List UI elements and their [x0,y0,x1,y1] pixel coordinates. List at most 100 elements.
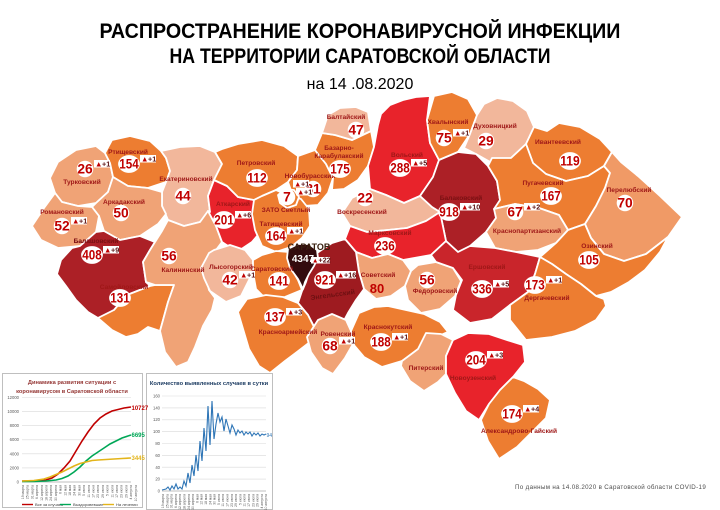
svg-text:+2: +2 [532,203,540,212]
svg-text:Аткарский: Аткарский [216,200,250,208]
svg-text:52: 52 [54,219,70,234]
svg-text:Федоровский: Федоровский [413,287,458,295]
svg-text:60: 60 [155,453,160,458]
svg-text:Количество выявленных случаев: Количество выявленных случаев в сутки [150,381,269,387]
svg-text:3445: 3445 [132,456,146,462]
svg-text:5 июня: 5 июня [217,494,221,505]
svg-text:24 апреля: 24 апреля [49,485,53,501]
svg-text:31 марта: 31 марта [30,485,34,499]
svg-text:18 мая: 18 мая [68,485,72,496]
svg-text:17 июня: 17 июня [226,494,230,507]
svg-text:30 мая: 30 мая [77,485,81,496]
svg-text:288: 288 [390,161,410,176]
svg-text:23 июня: 23 июня [96,485,100,498]
svg-text:921: 921 [315,273,335,288]
svg-text:10 августа: 10 августа [134,485,138,502]
svg-text:+1: +1 [347,337,355,346]
svg-text:29 июля: 29 июля [256,494,260,507]
svg-text:17 июля: 17 июля [247,494,251,507]
svg-text:Хвалынский: Хвалынский [428,118,469,126]
svg-text:Ровенский: Ровенский [321,330,356,338]
svg-text:САРАТОВ: САРАТОВ [288,242,331,252]
svg-text:Романовский: Романовский [40,208,84,216]
svg-text:▲: ▲ [494,280,501,289]
svg-text:24 мая: 24 мая [208,494,212,505]
svg-text:Питерский: Питерский [409,364,444,372]
svg-text:56: 56 [419,273,435,288]
svg-text:+1: +1 [79,217,87,226]
svg-text:918: 918 [439,205,459,220]
svg-text:100: 100 [153,429,161,434]
svg-text:6 мая: 6 мая [59,485,63,494]
svg-text:47: 47 [348,123,364,138]
svg-text:Александрово-Гайский: Александрово-Гайский [481,427,557,435]
svg-text:68: 68 [322,339,338,354]
svg-text:112: 112 [247,171,267,186]
svg-text:29 июня: 29 июня [101,485,105,498]
svg-text:167: 167 [541,189,561,204]
svg-text:67: 67 [507,205,523,220]
svg-text:+5: +5 [419,159,427,168]
svg-text:42: 42 [222,273,238,288]
svg-text:коронавирусом в Саратовской об: коронавирусом в Саратовской области [16,388,128,395]
svg-text:70: 70 [617,196,633,211]
svg-text:Ершовский: Ершовский [469,263,506,271]
svg-text:19 марта: 19 марта [161,494,165,508]
svg-text:▲: ▲ [95,160,102,169]
svg-text:408: 408 [82,248,102,263]
svg-text:Татищевский: Татищевский [259,220,302,228]
svg-text:19 марта: 19 марта [21,485,25,499]
svg-text:Балаковский: Балаковский [440,194,482,202]
svg-text:6 апреля: 6 апреля [35,485,39,499]
svg-text:Воскресенский: Воскресенский [337,208,387,216]
svg-text:30 апреля: 30 апреля [191,494,195,510]
svg-text:Красноармейский: Красноармейский [259,328,318,336]
svg-text:12 мая: 12 мая [200,494,204,505]
svg-text:80: 80 [370,281,384,296]
svg-text:+5: +5 [501,280,509,289]
svg-text:4000: 4000 [10,451,20,456]
svg-text:160: 160 [153,394,161,399]
svg-text:154: 154 [119,157,139,172]
svg-text:Екатериновский: Екатериновский [159,175,212,183]
svg-text:+1: +1 [554,276,562,285]
svg-text:+10: +10 [468,203,480,212]
svg-text:18 апреля: 18 апреля [45,485,49,501]
svg-text:12 апреля: 12 апреля [178,494,182,510]
svg-text:12 мая: 12 мая [63,485,67,496]
svg-text:236: 236 [375,239,395,254]
svg-text:Перелюбский: Перелюбский [607,186,652,194]
svg-text:Выздоровевшие: Выздоровевшие [73,502,104,507]
svg-text:Ивантеевский: Ивантеевский [535,138,581,146]
svg-text:29 июля: 29 июля [124,485,128,498]
svg-text:119: 119 [560,154,580,169]
svg-text:Балаковский: Балаковский [440,194,482,202]
svg-text:▲: ▲ [141,155,148,164]
svg-text:7: 7 [283,190,291,205]
svg-text:Новоузенский: Новоузенский [450,374,496,382]
svg-text:94: 94 [267,433,273,439]
svg-text:5 июля: 5 июля [106,485,110,496]
svg-text:24 мая: 24 мая [73,485,77,496]
svg-text:6000: 6000 [10,437,20,442]
svg-text:201: 201 [214,213,234,228]
svg-text:Базарно-: Базарно- [324,145,354,152]
svg-text:+1: +1 [295,227,303,236]
svg-text:Аркадакский: Аркадакский [103,198,145,206]
svg-text:23 июня: 23 июня [230,494,234,507]
svg-text:+9: +9 [111,246,119,255]
svg-text:11 июня: 11 июня [87,485,91,498]
svg-text:188: 188 [371,335,391,350]
svg-text:▲: ▲ [288,227,295,236]
svg-text:44: 44 [175,189,191,204]
svg-text:25 марта: 25 марта [165,494,169,508]
svg-text:Балтайский: Балтайский [327,113,366,121]
svg-text:50: 50 [113,206,129,221]
svg-text:11 июля: 11 июля [110,485,114,498]
svg-text:12000: 12000 [7,395,19,400]
svg-text:23 июля: 23 июля [251,494,255,507]
svg-text:25 марта: 25 марта [26,485,30,499]
svg-text:80: 80 [155,441,160,446]
svg-text:173: 173 [525,278,545,293]
svg-text:Калининский: Калининский [161,266,204,274]
